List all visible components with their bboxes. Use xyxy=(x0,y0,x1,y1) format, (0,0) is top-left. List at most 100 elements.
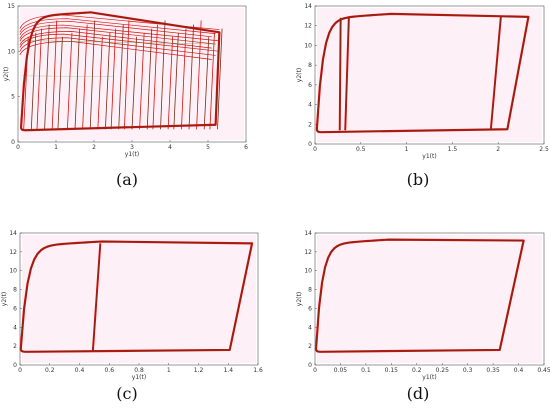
trajectory-segment xyxy=(30,32,37,130)
transition-segment-dark xyxy=(339,17,342,131)
limit-cycle-dark xyxy=(20,240,253,353)
y-tick-label: 14 xyxy=(304,3,312,10)
x-axis-label: y1(t) xyxy=(125,151,139,158)
trajectory-trace-green xyxy=(21,75,114,77)
y-tick-label: 5 xyxy=(11,94,15,101)
trajectory-arc xyxy=(19,31,212,49)
x-tick-label: 3 xyxy=(130,144,134,151)
limit-cycle-dark xyxy=(316,13,529,133)
trajectory-trace-green xyxy=(21,40,216,45)
x-tick-label: 0.25 xyxy=(436,367,450,374)
y-tick-label: 0 xyxy=(11,139,15,146)
y-tick-label: 8 xyxy=(308,287,312,294)
x-axis-label: y1(t) xyxy=(422,374,436,381)
y-tick-label: 0 xyxy=(308,362,312,369)
x-tick-label: 1.2 xyxy=(194,367,204,374)
y-tick-label: 0 xyxy=(308,141,312,148)
x-tick-label: 0 xyxy=(16,144,20,151)
trajectory-segment xyxy=(196,20,202,130)
x-tick-label: 0 xyxy=(313,367,317,374)
trajectory-segment xyxy=(160,20,166,130)
y-tick-label: 4 xyxy=(308,102,312,109)
chart-d-svg: 0 0.05 0.1 0.15 0.2 0.25 0.3 0.35 0.4 0.45 0 2 4 6 8 10… xyxy=(296,230,550,381)
y-tick-label: 6 xyxy=(308,305,312,312)
y-tick-label: 6 xyxy=(308,82,312,89)
trajectory-segment xyxy=(57,36,63,130)
chart-panel-a: 0 1 2 3 4 5 6 0 5 10 15 y1(t) y2(t) xyxy=(3,0,264,160)
trajectory-segment xyxy=(89,20,96,130)
trajectory-arc xyxy=(19,24,220,42)
trajectory-segment xyxy=(36,28,42,130)
chart-c-svg: 0 0.2 0.4 0.6 0.8 1 1.2 1.4 1.6 0 2 4 6 8 10 12 14 y1(t) y… xyxy=(1,230,263,381)
trajectory-segment xyxy=(139,32,145,130)
trajectory-segment xyxy=(110,28,117,130)
chart-panel-c: 0 0.2 0.4 0.6 0.8 1 1.2 1.4 1.6 0 2 4 6 8 10 12 14 y1(t) y… xyxy=(0,220,263,381)
x-tick-label: 0.2 xyxy=(412,367,422,374)
x-tick-label: 0.6 xyxy=(104,367,114,374)
y-tick-label: 2 xyxy=(308,121,312,128)
trajectory-arc xyxy=(19,21,212,38)
y-axis-label: y2(t) xyxy=(3,67,10,81)
x-tick-label: 1.4 xyxy=(223,367,233,374)
x-tick-label: 0.4 xyxy=(75,367,85,374)
y-tick-label: 12 xyxy=(9,249,17,256)
y-tick-label: 4 xyxy=(13,324,17,331)
x-tick-label: 1.5 xyxy=(448,146,458,153)
y-tick-label: 10 xyxy=(7,48,15,55)
x-tick-label: 0.45 xyxy=(537,367,550,374)
panel-label-b: (b) xyxy=(406,170,430,189)
trajectory-arc xyxy=(19,27,216,45)
panel-label-a: (a) xyxy=(115,170,139,189)
limit-cycle-dark xyxy=(315,239,525,353)
y-tick-label: 2 xyxy=(13,343,17,350)
trajectory-segment xyxy=(167,36,174,130)
trajectory-segment xyxy=(188,24,194,130)
x-tick-label: 0.4 xyxy=(514,367,524,374)
x-tick-label: 0.5 xyxy=(356,146,366,153)
y-tick-label: 12 xyxy=(304,23,312,30)
panel-label-d: (d) xyxy=(406,384,430,403)
limit-cycle-dark xyxy=(20,11,220,131)
trajectory-segment xyxy=(146,28,153,130)
y-tick-label: 10 xyxy=(9,268,17,275)
x-axis-label: y1(t) xyxy=(422,153,436,160)
x-tick-label: 0.2 xyxy=(45,367,55,374)
chart-a-svg: 0 1 2 3 4 5 6 0 5 10 15 y1(t) y2(t) xyxy=(3,3,248,158)
x-tick-label: 1.6 xyxy=(253,367,263,374)
y-tick-label: 4 xyxy=(308,324,312,331)
trajectory-segment xyxy=(74,28,80,130)
x-tick-label: 0.05 xyxy=(334,367,348,374)
trajectory-segment xyxy=(97,36,103,130)
x-tick-label: 0.8 xyxy=(134,367,144,374)
trajectory-arc xyxy=(19,37,216,56)
y-tick-label: 14 xyxy=(304,230,312,237)
y-tick-label: 10 xyxy=(304,42,312,49)
chart-panel-b: 0 0.5 1 1.5 2 2.5 0 2 4 6 8 10 12 14 y1(t) y2(t) xyxy=(282,0,550,160)
trajectory-segment xyxy=(82,24,88,130)
background-haze xyxy=(317,235,542,363)
x-tick-label: 2 xyxy=(92,144,96,151)
y-tick-label: 6 xyxy=(13,305,17,312)
y-tick-label: 8 xyxy=(13,287,17,294)
y-tick-label: 0 xyxy=(13,362,17,369)
trajectory-segment xyxy=(217,28,223,130)
x-tick-label: 1 xyxy=(405,146,409,153)
y-axis-label: y2(t) xyxy=(296,68,303,82)
x-tick-label: 0.3 xyxy=(463,367,473,374)
x-tick-label: 0 xyxy=(313,146,317,153)
chart-panel-d: 0 0.05 0.1 0.15 0.2 0.25 0.3 0.35 0.4 0.45 0 2 4 6 8 10… xyxy=(282,220,550,381)
y-axis-label: y2(t) xyxy=(296,292,303,306)
x-tick-label: 2.5 xyxy=(539,146,549,153)
chart-b-svg: 0 0.5 1 1.5 2 2.5 0 2 4 6 8 10 12 14 y1(t) y2(t) xyxy=(296,3,549,160)
trajectory-arc xyxy=(19,33,220,52)
x-tick-label: 0.35 xyxy=(486,367,500,374)
y-tick-label: 8 xyxy=(308,62,312,69)
x-tick-label: 6 xyxy=(244,144,248,151)
x-axis-label: y1(t) xyxy=(132,374,146,381)
trajectory-segment xyxy=(152,24,158,130)
trajectory-segment xyxy=(209,32,215,130)
x-tick-label: 0 xyxy=(18,367,22,374)
trajectory-segment xyxy=(67,32,73,130)
trajectory-segment xyxy=(181,28,187,130)
y-tick-label: 12 xyxy=(304,249,312,256)
